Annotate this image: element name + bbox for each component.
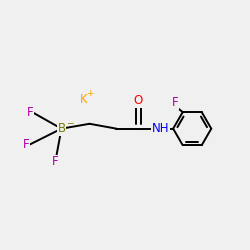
Text: F: F bbox=[52, 155, 59, 168]
Text: B: B bbox=[58, 122, 66, 135]
Text: +: + bbox=[86, 90, 94, 98]
Text: O: O bbox=[134, 94, 143, 107]
Text: −: − bbox=[66, 118, 73, 127]
Text: K: K bbox=[80, 93, 87, 106]
Text: F: F bbox=[23, 138, 30, 151]
Text: F: F bbox=[27, 106, 33, 119]
Text: F: F bbox=[172, 96, 179, 109]
Text: NH: NH bbox=[152, 122, 169, 135]
